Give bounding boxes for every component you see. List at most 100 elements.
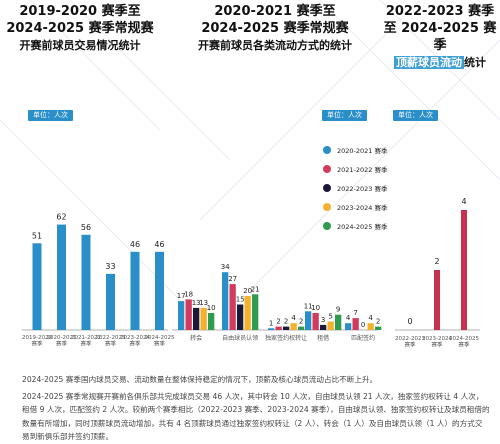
data-label-movement-1-3: 20 [243,287,252,295]
title-highlight: 顶薪球员流动 [394,56,464,69]
data-label-movement-3-2: 3 [321,316,325,324]
legend-item-0: 2020-2021 赛季 [323,140,388,159]
data-label-movement-3-1: 10 [311,304,320,312]
data-label-movement-1-1: 27 [228,275,237,283]
unit-badge-middle: 单位：人次 [322,110,367,121]
tick-label-trades-4: 2023-2024 赛季 [120,335,150,348]
tick-label-max-salary-1: 2023-2024 赛季 [422,336,452,349]
bar-movement-0-1 [185,299,192,330]
legend-label-3: 2023-2024 赛季 [337,203,388,212]
legend-label-0: 2020-2021 赛季 [337,146,388,155]
bar-movement-1-1 [229,284,236,330]
bar-trades-0 [32,243,42,330]
bar-movement-2-1 [275,326,282,330]
data-label-movement-0-4: 10 [207,304,216,312]
tick-label-trades-3: 2022-2023 赛季 [96,335,126,348]
tick-label-trades-1: 2020-2021 赛季 [47,335,77,348]
tick-label-trades-0: 2019-2020 赛季 [22,335,52,348]
bar-movement-2-4 [298,326,305,330]
legend-swatch-4 [323,221,331,230]
data-label-movement-4-4: 2 [376,318,380,326]
data-label-movement-1-4: 21 [251,285,260,293]
bar-movement-0-2 [193,307,200,330]
bar-movement-3-2 [320,324,327,330]
bar-movement-0-4 [208,313,215,330]
bar-movement-4-0 [345,323,352,330]
bar-trades-4 [130,251,140,330]
tick-label-movement-0: 转会 [190,334,202,342]
data-label-movement-3-4: 9 [336,306,340,314]
data-label-movement-4-3: 4 [368,314,373,322]
data-label-movement-2-2: 2 [284,318,288,326]
legend-item-3: 2023-2024 赛季 [323,197,388,216]
bar-trades-2 [81,234,91,330]
tick-label-movement-1: 自由球员认领 [222,334,258,342]
bar-movement-1-2 [237,304,244,330]
bar-movement-1-0 [222,272,229,330]
bar-movement-1-3 [244,296,251,330]
unit-badge-left: 单位：人次 [28,110,73,121]
legend-swatch-3 [323,202,331,211]
legend-swatch-2 [323,183,331,192]
bar-movement-4-3 [367,323,374,330]
data-label-trades-3: 33 [105,262,115,271]
data-label-movement-2-4: 2 [299,318,303,326]
legend-label-4: 2024-2025 赛季 [337,222,388,231]
data-label-movement-4-1: 7 [353,309,357,317]
data-label-movement-0-3: 13 [199,299,208,307]
legend-label-2: 2022-2023 赛季 [337,184,388,193]
data-label-trades-4: 46 [130,240,140,249]
legend: 2020-2021 赛季 2021-2022 赛季 2022-2023 赛季 2023… [323,140,388,235]
tick-label-max-salary-2: 2024-2025 赛季 [449,336,479,349]
data-label-movement-4-2: 0 [361,321,365,329]
bar-movement-3-3 [327,321,334,330]
chart-title-movement-types: 2020-2021 赛季至 2024-2025 赛季常规赛 开赛前球员各类流动方… [198,4,352,52]
data-label-movement-1-2: 15 [236,296,245,304]
bar-movement-2-3 [290,323,297,330]
unit-badge-right: 单位：人次 [393,110,438,121]
legend-swatch-1 [323,164,331,173]
bar-trades-3 [106,273,115,330]
bar-movement-4-4 [375,326,382,330]
bar-movement-1-4 [252,294,259,330]
tick-label-movement-3: 租借 [317,334,329,342]
bar-movement-0-0 [178,301,185,330]
tick-label-max-salary-0: 2022-2023 赛季 [395,336,425,349]
bar-max-salary-1 [434,270,440,330]
data-label-trades-0: 51 [32,231,42,240]
data-label-movement-2-0: 1 [269,319,273,327]
bar-movement-4-1 [352,318,359,330]
footnote: 2024-2025 赛季国内球员交易、流动数量在整体保持稳定的情况下，顶薪及核心… [22,373,490,444]
chart-title-max-salary: 2022-2023 赛季 至 2024-2025 赛季 顶薪球员流动 统计 [383,4,497,69]
data-label-movement-2-1: 2 [276,318,280,326]
data-label-movement-3-3: 5 [328,313,332,321]
footnote-paragraph-2: 2024-2025 赛季常规赛开赛前各俱乐部共完成球员交易 46 人次，其中转会… [22,391,490,442]
bar-movement-3-0 [305,311,312,330]
data-label-movement-4-0: 4 [346,314,351,322]
chart-title-trades: 2019-2020 赛季至 2024-2025 赛季常规赛 开赛前球员交易情况统… [6,4,154,52]
bar-trades-5 [155,251,164,330]
bar-movement-3-1 [312,313,319,330]
data-label-max-salary-1: 2 [434,257,439,266]
bar-max-salary-2 [461,210,467,330]
legend-item-1: 2021-2022 赛季 [323,159,388,178]
data-label-movement-2-3: 4 [291,314,296,322]
data-label-movement-3-0: 11 [304,302,313,310]
legend-label-1: 2021-2022 赛季 [337,165,388,174]
footnote-paragraph-1: 2024-2025 赛季国内球员交易、流动数量在整体保持稳定的情况下，顶薪及核心… [22,375,378,384]
bar-movement-2-2 [283,326,290,330]
tick-label-trades-5: 2024-2025 赛季 [145,335,175,348]
legend-item-4: 2024-2025 赛季 [323,216,388,235]
data-label-trades-1: 62 [56,213,66,222]
tick-label-trades-2: 2021-2022 赛季 [71,335,101,348]
legend-item-2: 2022-2023 赛季 [323,178,388,197]
bar-movement-2-0 [268,328,275,330]
tick-label-movement-4: 匹配签约 [351,334,375,342]
legend-swatch-0 [323,145,331,154]
data-label-movement-0-2: 13 [192,299,201,307]
data-label-movement-0-1: 18 [184,290,193,298]
tick-label-movement-2: 独家签约权转让 [265,334,307,342]
bar-movement-3-4 [335,314,342,330]
